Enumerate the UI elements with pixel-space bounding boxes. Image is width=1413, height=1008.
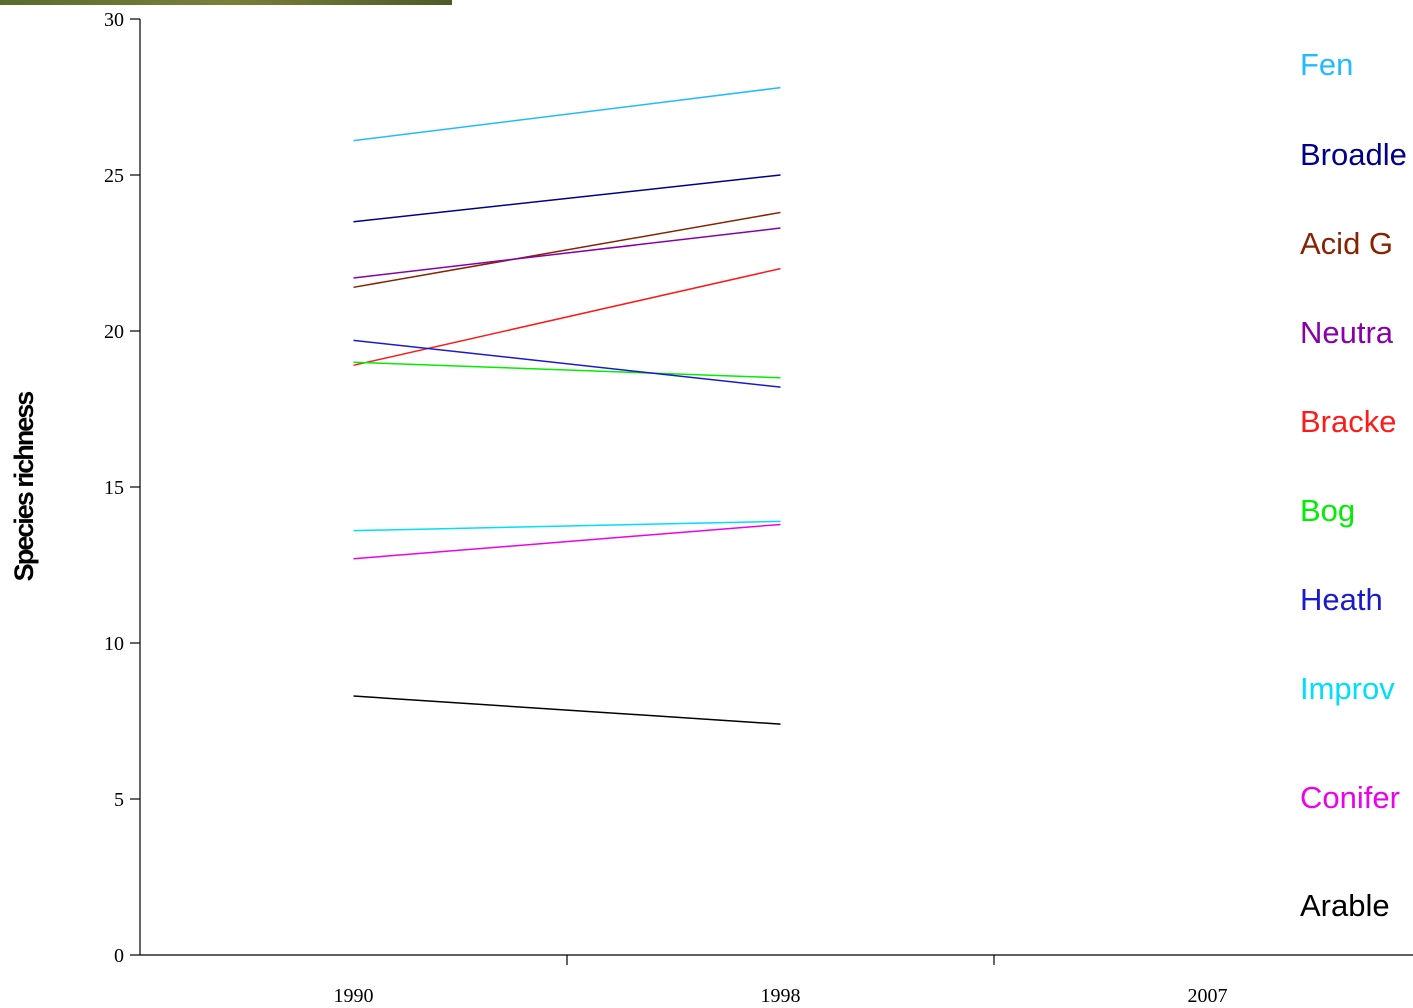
photo-strip bbox=[0, 0, 452, 5]
y-tick-label: 20 bbox=[104, 321, 124, 343]
series-line bbox=[353, 339, 781, 388]
y-tick-label: 10 bbox=[104, 633, 124, 655]
series-line bbox=[353, 695, 781, 725]
series-line bbox=[353, 523, 781, 560]
series-line bbox=[353, 361, 781, 379]
y-tick-label: 25 bbox=[104, 165, 124, 187]
legend-label: Improv bbox=[1300, 671, 1395, 706]
legend-label: Acid G bbox=[1300, 226, 1393, 261]
legend-label: Conifer bbox=[1300, 780, 1400, 815]
legend-label: Arable bbox=[1300, 888, 1390, 923]
legend-label: Bracke bbox=[1300, 404, 1396, 439]
y-axis-label: Species richness bbox=[9, 392, 39, 582]
series-line bbox=[353, 211, 781, 289]
y-tick-label: 0 bbox=[114, 945, 124, 967]
y-tick-label: 15 bbox=[104, 477, 124, 499]
x-tick-label: 1990 bbox=[334, 985, 374, 1007]
x-tick-label: 1998 bbox=[761, 985, 801, 1007]
legend-label: Neutra bbox=[1300, 315, 1394, 350]
y-tick-label: 5 bbox=[114, 789, 124, 811]
series-line bbox=[353, 267, 781, 367]
legend-label: Broadle bbox=[1300, 137, 1407, 172]
legend-label: Fen bbox=[1300, 47, 1353, 82]
y-tick-label: 30 bbox=[104, 9, 124, 31]
series-line bbox=[353, 227, 781, 279]
series-line bbox=[353, 520, 781, 532]
legend-label: Bog bbox=[1300, 493, 1355, 528]
x-tick-label: 2007 bbox=[1188, 985, 1228, 1007]
legend-label: Heath bbox=[1300, 582, 1383, 617]
series-line bbox=[353, 86, 781, 142]
series-line bbox=[353, 174, 781, 223]
